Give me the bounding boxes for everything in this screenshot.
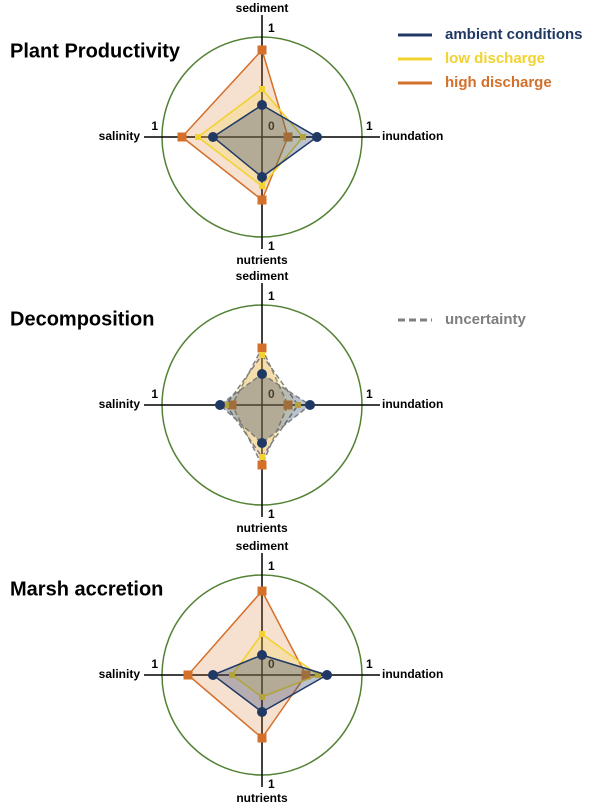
tick-label: 0 xyxy=(268,119,275,133)
tick-label: 1 xyxy=(366,657,373,671)
marker xyxy=(257,343,267,353)
marker xyxy=(177,132,187,142)
legend-label: ambient conditions xyxy=(445,26,583,43)
legend-label: low discharge xyxy=(445,50,545,67)
marker xyxy=(257,733,267,743)
chart-title: Marsh accretion xyxy=(10,578,163,600)
marker xyxy=(259,694,265,700)
axis-label: inundation xyxy=(382,129,443,143)
marker xyxy=(223,402,229,408)
radar-chart: Marsh accretion sediment inundation nutrien… xyxy=(10,539,443,804)
axis-label: sediment xyxy=(236,1,289,15)
marker xyxy=(301,670,311,680)
marker xyxy=(305,400,315,410)
marker xyxy=(283,132,293,142)
tick-label: 1 xyxy=(268,777,275,791)
axis-label: sediment xyxy=(236,539,289,553)
marker xyxy=(257,586,267,596)
marker xyxy=(257,438,267,448)
marker xyxy=(195,134,201,140)
tick-label: 1 xyxy=(151,387,158,401)
radar-chart: Decomposition sediment inundation nutrients… xyxy=(10,269,527,535)
axis-label: nutrients xyxy=(236,521,288,535)
tick-label: 1 xyxy=(268,21,275,35)
marker xyxy=(208,670,218,680)
chart-title: Plant Productivity xyxy=(10,40,181,62)
axis-label: salinity xyxy=(99,667,141,681)
tick-label: 1 xyxy=(366,387,373,401)
marker xyxy=(257,460,267,470)
tick-label: 0 xyxy=(268,657,275,671)
axis-label: nutrients xyxy=(236,253,288,267)
axis-label: inundation xyxy=(382,667,443,681)
marker xyxy=(257,195,267,205)
marker xyxy=(315,672,321,678)
tick-label: 1 xyxy=(268,239,275,253)
legend-label: uncertainty xyxy=(445,311,527,328)
marker xyxy=(227,400,237,410)
marker xyxy=(257,650,267,660)
axis-label: sediment xyxy=(236,269,289,283)
tick-label: 1 xyxy=(268,289,275,303)
tick-label: 1 xyxy=(151,657,158,671)
tick-label: 1 xyxy=(268,507,275,521)
marker xyxy=(259,86,265,92)
axis-label: nutrients xyxy=(236,791,288,804)
marker xyxy=(257,45,267,55)
marker xyxy=(300,134,306,140)
marker xyxy=(259,454,265,460)
series-area xyxy=(218,373,312,444)
tick-label: 0 xyxy=(268,387,275,401)
marker xyxy=(283,400,293,410)
axis-label: salinity xyxy=(99,129,141,143)
marker xyxy=(208,132,218,142)
marker xyxy=(259,631,265,637)
marker xyxy=(257,369,267,379)
tick-label: 1 xyxy=(366,119,373,133)
marker xyxy=(295,402,301,408)
marker xyxy=(257,172,267,182)
marker xyxy=(257,100,267,110)
axis-label: inundation xyxy=(382,397,443,411)
marker xyxy=(215,400,225,410)
marker xyxy=(183,670,193,680)
tick-label: 1 xyxy=(151,119,158,133)
chart-title: Decomposition xyxy=(10,308,154,330)
marker xyxy=(259,352,265,358)
marker xyxy=(322,670,332,680)
marker xyxy=(312,132,322,142)
legend-label: high discharge xyxy=(445,74,552,91)
marker xyxy=(259,183,265,189)
marker xyxy=(229,672,235,678)
tick-label: 1 xyxy=(268,559,275,573)
marker xyxy=(257,707,267,717)
radar-chart: Plant Productivity sediment inundation nutr… xyxy=(10,1,583,267)
axis-label: salinity xyxy=(99,397,141,411)
